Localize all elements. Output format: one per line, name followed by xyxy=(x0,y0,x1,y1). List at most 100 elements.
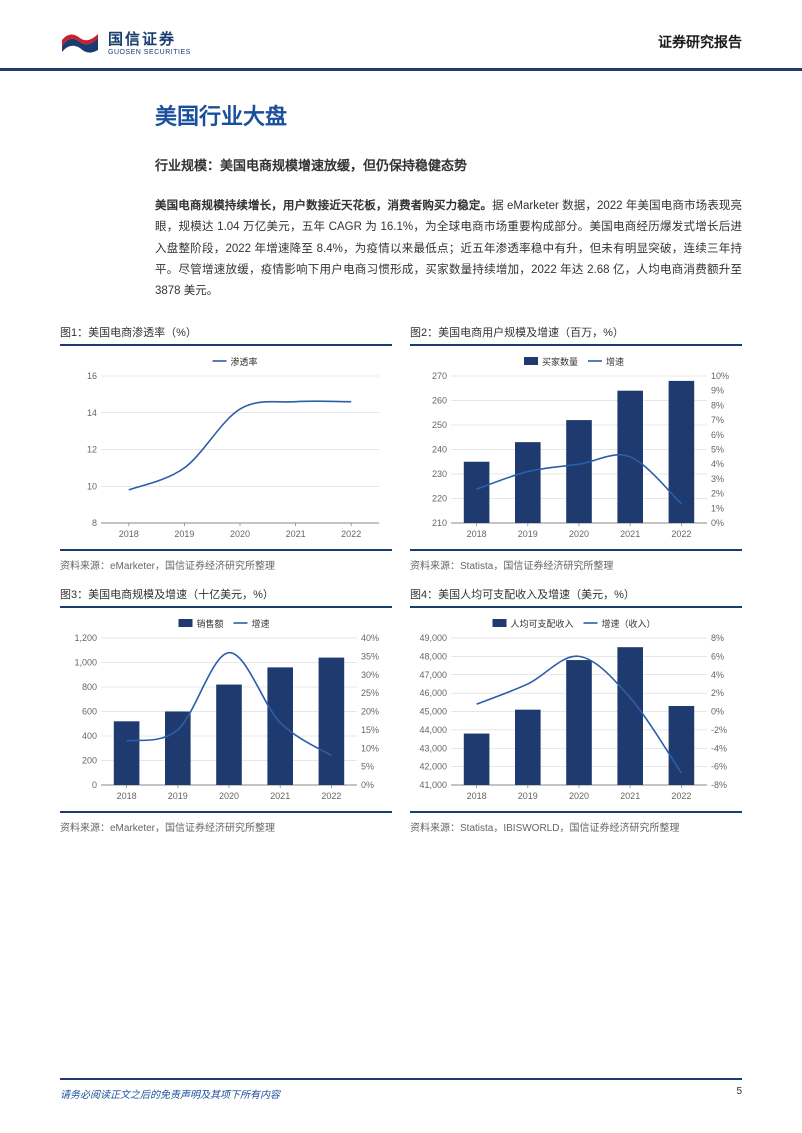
chart-source: 资料来源：Statista，国信证券经济研究所整理 xyxy=(410,549,742,576)
svg-text:2018: 2018 xyxy=(117,791,137,801)
svg-text:800: 800 xyxy=(82,682,97,692)
svg-text:2019: 2019 xyxy=(518,791,538,801)
svg-text:2022: 2022 xyxy=(321,791,341,801)
svg-text:2020: 2020 xyxy=(230,529,250,539)
chart-title: 图1：美国电商渗透率（%） xyxy=(60,320,392,346)
svg-text:增速: 增速 xyxy=(606,356,624,367)
svg-text:10%: 10% xyxy=(361,744,379,754)
svg-text:2%: 2% xyxy=(711,688,724,698)
footer-disclaimer: 请务必阅读正文之后的免责声明及其项下所有内容 xyxy=(60,1086,280,1101)
chart-title: 图4：美国人均可支配收入及增速（美元，%） xyxy=(410,582,742,608)
svg-text:买家数量: 买家数量 xyxy=(542,356,578,367)
svg-text:16: 16 xyxy=(87,371,97,381)
svg-text:230: 230 xyxy=(432,469,447,479)
svg-text:260: 260 xyxy=(432,396,447,406)
svg-text:销售额: 销售额 xyxy=(197,618,224,629)
svg-text:0: 0 xyxy=(92,780,97,790)
svg-text:49,000: 49,000 xyxy=(419,633,447,643)
svg-text:2022: 2022 xyxy=(341,529,361,539)
svg-text:20%: 20% xyxy=(361,707,379,717)
svg-text:3%: 3% xyxy=(711,474,724,484)
svg-text:220: 220 xyxy=(432,494,447,504)
svg-text:47,000: 47,000 xyxy=(419,670,447,680)
svg-text:42,000: 42,000 xyxy=(419,762,447,772)
svg-text:46,000: 46,000 xyxy=(419,688,447,698)
svg-text:240: 240 xyxy=(432,445,447,455)
chart-block-4: 图4：美国人均可支配收入及增速（美元，%） 41,00042,00043,000… xyxy=(410,582,742,838)
svg-text:2021: 2021 xyxy=(620,791,640,801)
svg-text:1%: 1% xyxy=(711,504,724,514)
page-footer: 请务必阅读正文之后的免责声明及其项下所有内容 5 xyxy=(60,1078,742,1101)
svg-text:2022: 2022 xyxy=(671,529,691,539)
svg-text:-6%: -6% xyxy=(711,762,727,772)
svg-text:1,200: 1,200 xyxy=(74,633,97,643)
svg-text:2020: 2020 xyxy=(569,791,589,801)
logo-block: 国信证券 GUOSEN SECURITIES xyxy=(60,28,191,56)
svg-text:-4%: -4% xyxy=(711,744,727,754)
svg-text:4%: 4% xyxy=(711,670,724,680)
svg-text:-8%: -8% xyxy=(711,780,727,790)
svg-text:400: 400 xyxy=(82,731,97,741)
svg-text:35%: 35% xyxy=(361,652,379,662)
svg-text:2021: 2021 xyxy=(286,529,306,539)
svg-text:210: 210 xyxy=(432,518,447,528)
body-lead-bold: 美国电商规模持续增长，用户数接近天花板，消费者购买力稳定。 xyxy=(155,200,492,212)
svg-text:2020: 2020 xyxy=(219,791,239,801)
svg-text:7%: 7% xyxy=(711,415,724,425)
svg-text:25%: 25% xyxy=(361,688,379,698)
svg-text:2019: 2019 xyxy=(168,791,188,801)
svg-text:2018: 2018 xyxy=(467,791,487,801)
svg-text:270: 270 xyxy=(432,371,447,381)
svg-text:5%: 5% xyxy=(711,445,724,455)
svg-text:0%: 0% xyxy=(711,707,724,717)
svg-text:8%: 8% xyxy=(711,401,724,411)
svg-text:8: 8 xyxy=(92,518,97,528)
svg-text:增速: 增速 xyxy=(252,618,270,629)
svg-text:5%: 5% xyxy=(361,762,374,772)
svg-text:2021: 2021 xyxy=(270,791,290,801)
svg-text:600: 600 xyxy=(82,707,97,717)
svg-text:10%: 10% xyxy=(711,371,729,381)
chart-block-3: 图3：美国电商规模及增速（十亿美元，%） 0 200 400 600 800 1,000 1… xyxy=(60,582,392,838)
sub-title: 行业规模：美国电商规模增速放缓，但仍保持稳健态势 xyxy=(155,155,742,174)
svg-text:2018: 2018 xyxy=(467,529,487,539)
svg-text:1,000: 1,000 xyxy=(74,658,97,668)
main-title: 美国行业大盘 xyxy=(155,99,742,131)
page-header: 国信证券 GUOSEN SECURITIES 证券研究报告 xyxy=(0,0,802,71)
svg-text:0%: 0% xyxy=(361,780,374,790)
svg-text:12: 12 xyxy=(87,445,97,455)
svg-text:2019: 2019 xyxy=(174,529,194,539)
chart-title: 图2：美国电商用户规模及增速（百万，%） xyxy=(410,320,742,346)
svg-text:6%: 6% xyxy=(711,652,724,662)
svg-text:15%: 15% xyxy=(361,725,379,735)
svg-text:渗透率: 渗透率 xyxy=(231,356,258,367)
chart-canvas-4: 41,00042,00043,00044,00045,00046,00047,0… xyxy=(410,614,742,809)
svg-text:48,000: 48,000 xyxy=(419,652,447,662)
svg-text:2019: 2019 xyxy=(518,529,538,539)
svg-text:45,000: 45,000 xyxy=(419,707,447,717)
svg-text:2022: 2022 xyxy=(671,791,691,801)
svg-text:2021: 2021 xyxy=(620,529,640,539)
chart-block-2: 图2：美国电商用户规模及增速（百万，%） 2102202302402502602… xyxy=(410,320,742,576)
chart-canvas-3: 0 200 400 600 800 1,000 1,200 0% 5% 10% 15% 20% 25% 3… xyxy=(60,614,392,809)
chart-source: 资料来源：eMarketer，国信证券经济研究所整理 xyxy=(60,811,392,838)
svg-text:8%: 8% xyxy=(711,633,724,643)
svg-text:10: 10 xyxy=(87,482,97,492)
svg-text:9%: 9% xyxy=(711,386,724,396)
logo-text-en: GUOSEN SECURITIES xyxy=(108,49,191,56)
svg-text:增速（收入）: 增速（收入） xyxy=(602,618,656,629)
svg-text:6%: 6% xyxy=(711,430,724,440)
svg-text:41,000: 41,000 xyxy=(419,780,447,790)
report-type-label: 证券研究报告 xyxy=(658,32,742,52)
logo-text-cn: 国信证券 xyxy=(108,28,191,49)
svg-text:14: 14 xyxy=(87,408,97,418)
svg-text:40%: 40% xyxy=(361,633,379,643)
svg-text:44,000: 44,000 xyxy=(419,725,447,735)
charts-grid: 图1：美国电商渗透率（%） 8 10 12 14 16 2018 2019 2020 2021 2… xyxy=(60,320,742,838)
svg-text:0%: 0% xyxy=(711,518,724,528)
chart-title: 图3：美国电商规模及增速（十亿美元，%） xyxy=(60,582,392,608)
svg-text:2020: 2020 xyxy=(569,529,589,539)
svg-text:200: 200 xyxy=(82,756,97,766)
svg-text:-2%: -2% xyxy=(711,725,727,735)
chart-source: 资料来源：eMarketer，国信证券经济研究所整理 xyxy=(60,549,392,576)
